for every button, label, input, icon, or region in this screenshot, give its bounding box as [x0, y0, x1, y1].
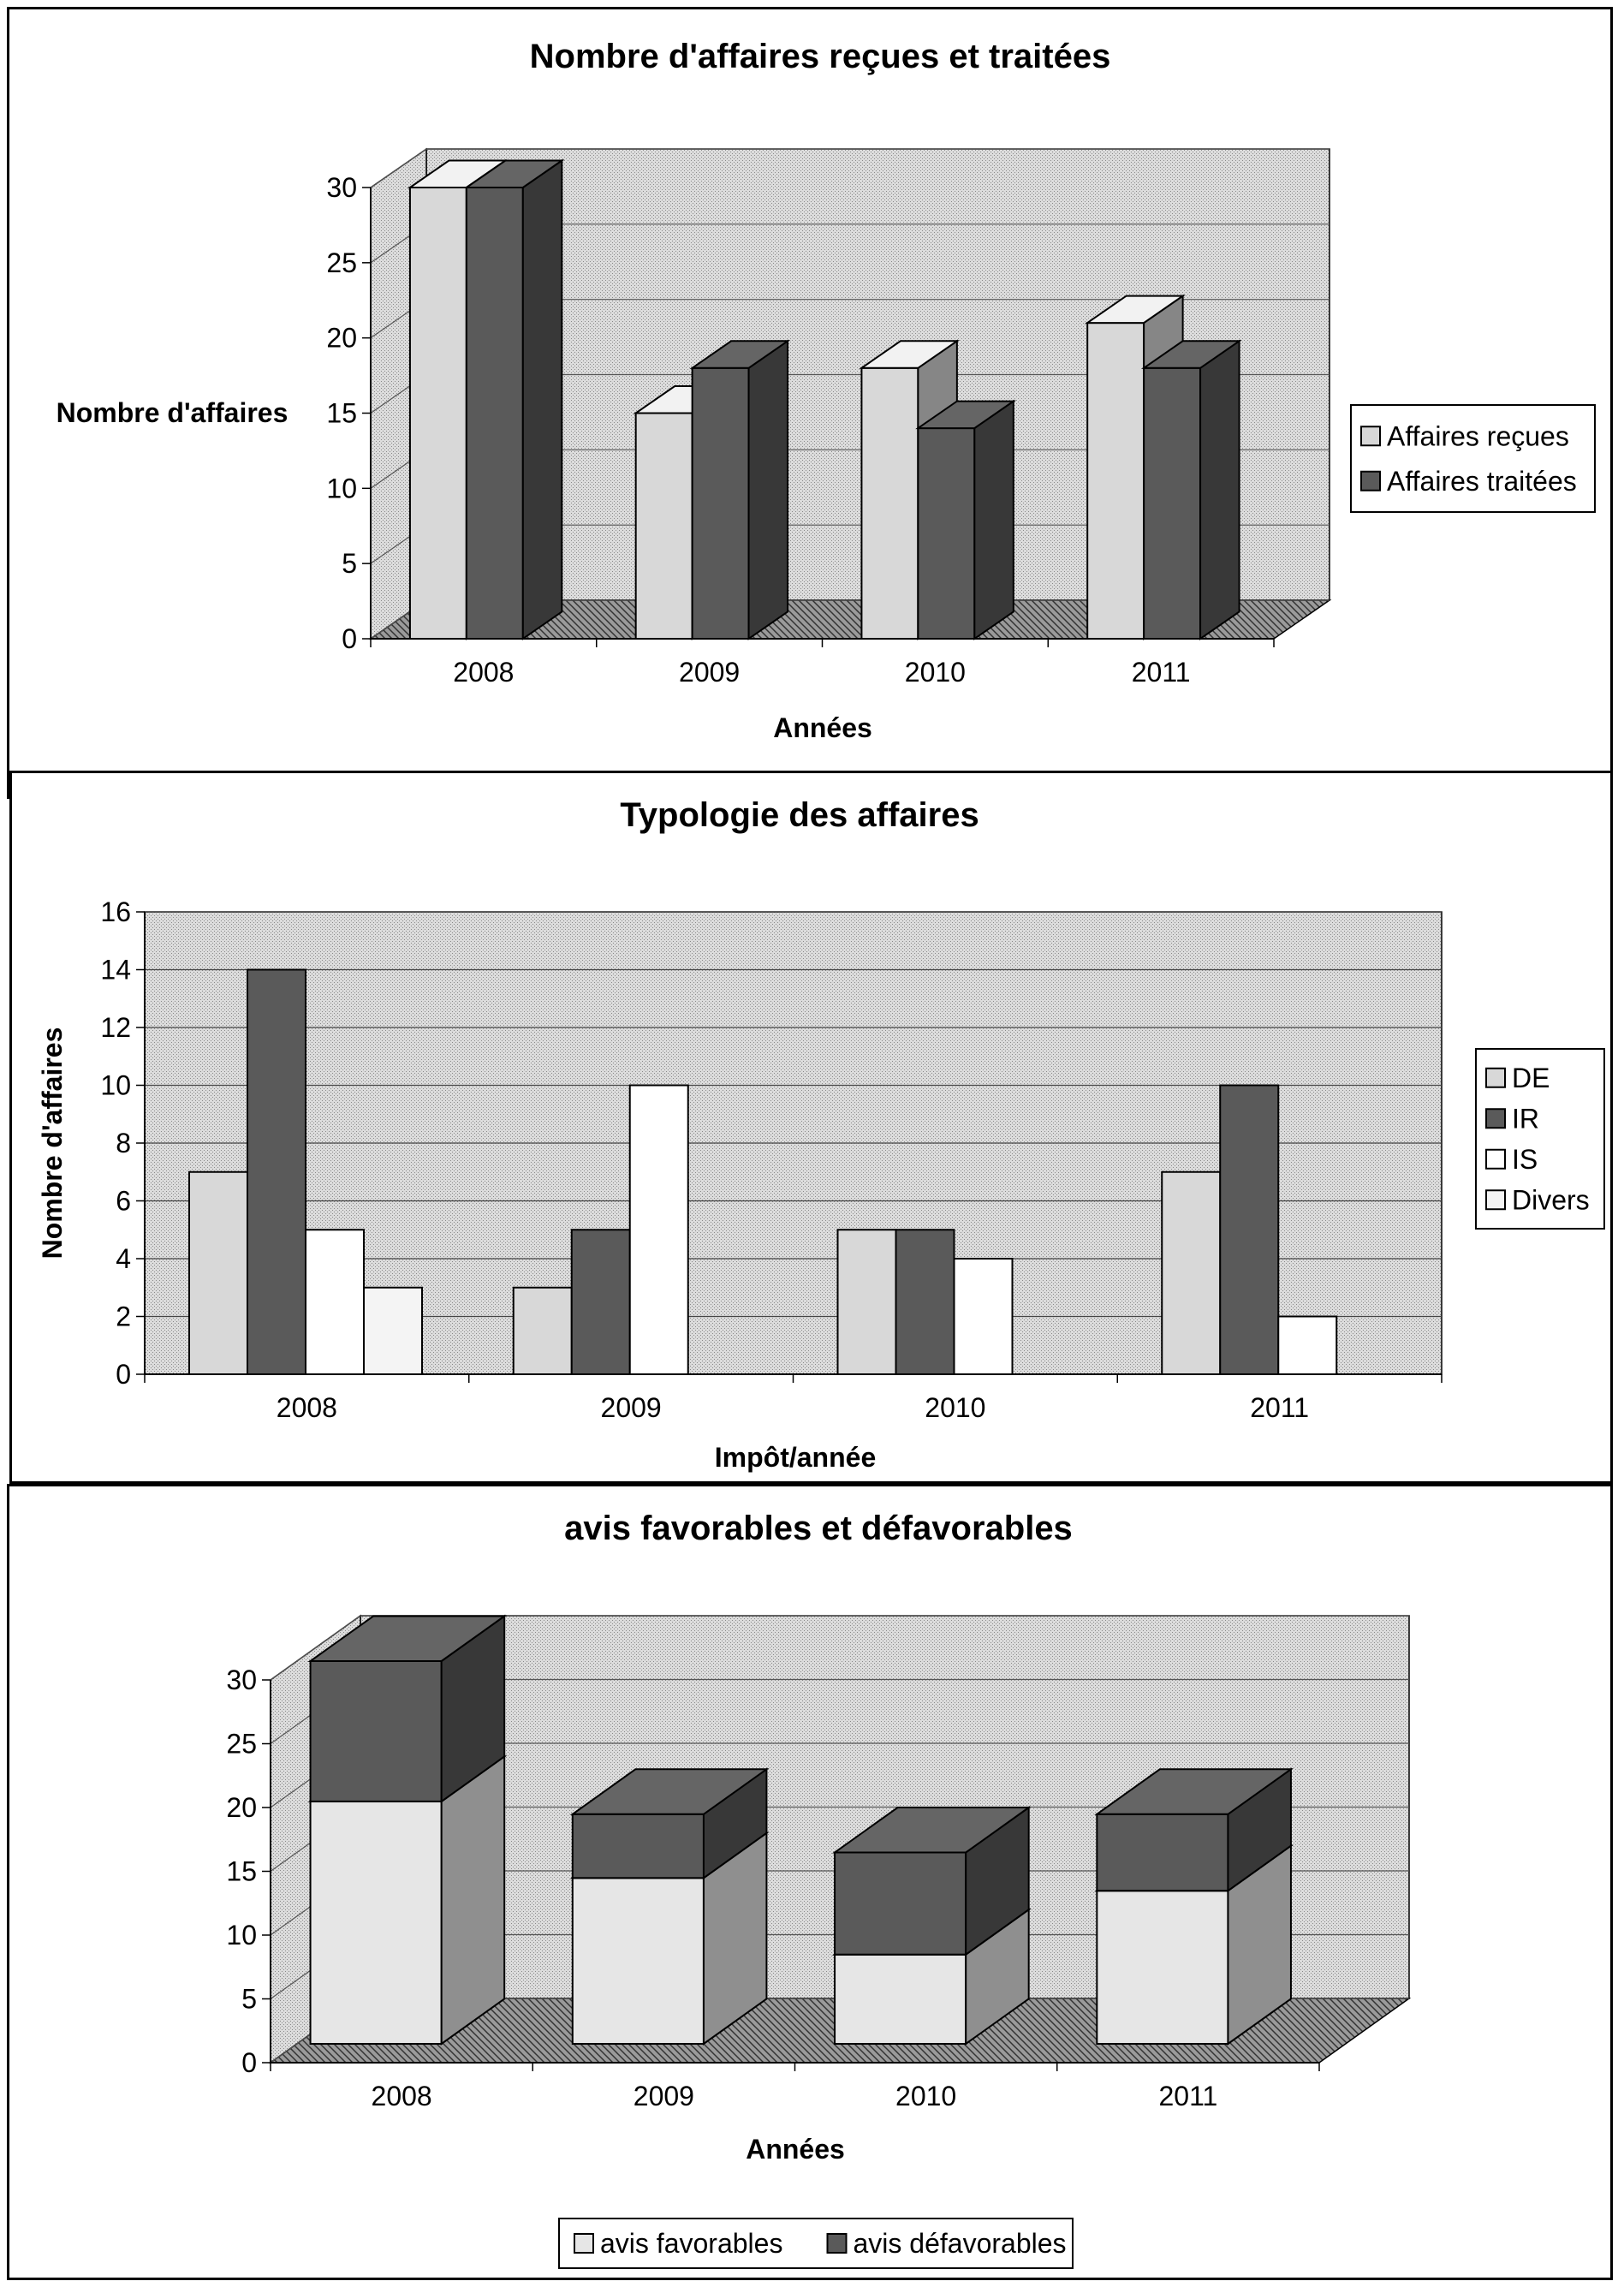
- c3-xtick-label: 2011: [1158, 2081, 1217, 2111]
- chart1-xlabel: Années: [773, 712, 872, 743]
- c1-gridline: [370, 148, 1330, 188]
- c3-ytick-label: 15: [226, 1856, 257, 1887]
- c2-bar-divers-2008: [363, 1286, 423, 1375]
- c2-legend-swatch: [1485, 1067, 1506, 1088]
- c2-ytick-label: 4: [116, 1243, 131, 1274]
- c3-legend-swatch: [574, 2233, 594, 2254]
- c1-ytick-label: 25: [326, 247, 357, 278]
- c2-bar-is-2009: [628, 1084, 689, 1375]
- c1-xtick-label: 2008: [453, 657, 514, 688]
- chart-panel-typology: Typologie des affaires 0 2 4 6 8 10 12 14 16 2008 2…: [9, 771, 1613, 1484]
- c3-ytick-label: 20: [226, 1792, 257, 1823]
- c3-bar-unfavorable-2009: [569, 1767, 770, 1880]
- c3-legend-label: avis défavorables: [854, 2228, 1067, 2259]
- c3-ytick-label: 0: [241, 2047, 257, 2078]
- c2-xtick-label: 2009: [601, 1392, 662, 1423]
- c2-ytick-label: 6: [116, 1186, 131, 1217]
- chart-received-processed: Nombre d'affaires reçues et traitées 0 5 10…: [57, 38, 1596, 743]
- c2-bar-ir-2010: [895, 1229, 955, 1375]
- c1-legend: [1350, 404, 1596, 513]
- c2-bar-ir-2011: [1219, 1084, 1280, 1375]
- chart2-ylabel: Nombre d'affaires: [37, 1027, 68, 1260]
- c2-bar-de-2010: [836, 1229, 897, 1375]
- c3-ytick-label: 10: [226, 1920, 257, 1951]
- c1-ytick-label: 5: [342, 548, 357, 579]
- c1-bar-s1-2010: [915, 399, 1017, 640]
- c3-legend-swatch: [826, 2233, 848, 2254]
- c1-xtick-label: 2011: [1132, 657, 1191, 688]
- c2-ytick-label: 2: [116, 1301, 131, 1332]
- c1-bar-s1-2009: [689, 339, 791, 640]
- c1-ytick-label: 0: [342, 623, 357, 654]
- c2-ytick-label: 12: [100, 1012, 131, 1043]
- c2-legend-swatch: [1485, 1148, 1506, 1170]
- c2-legend-label: IR: [1512, 1103, 1539, 1134]
- c3-xtick-label: 2008: [372, 2081, 432, 2111]
- c1-xtick-label: 2010: [905, 657, 966, 688]
- c2-legend-swatch: [1485, 1189, 1506, 1211]
- c1-bar-s1-2011: [1140, 339, 1242, 640]
- c1-ytick-label: 15: [326, 398, 357, 429]
- chart-typology: Typologie des affaires 0 2 4 6 8 10 12 14 16 2008 2…: [37, 796, 1605, 1473]
- chart3-title: avis favorables et défavorables: [564, 1510, 1073, 1547]
- c2-legend-swatch: [1485, 1108, 1506, 1129]
- c2-bar-is-2008: [305, 1229, 365, 1375]
- chart-panel-received-processed: Nombre d'affaires reçues et traitées 0 5 10…: [7, 7, 1613, 799]
- c2-xtick-label: 2011: [1250, 1392, 1309, 1423]
- c2-ytick-label: 16: [100, 896, 131, 927]
- chart2-xlabel: Impôt/année: [715, 1442, 876, 1473]
- c1-bar-s1-2008: [463, 158, 565, 640]
- c3-xtick-label: 2009: [634, 2081, 694, 2111]
- c2-legend-label: DE: [1512, 1063, 1550, 1093]
- c2-ytick-label: 8: [116, 1128, 131, 1158]
- c1-legend-swatch: [1360, 426, 1381, 447]
- c2-bar-de-2011: [1161, 1170, 1222, 1375]
- chart-opinions: avis favorables et défavorables 0 5 10 15 20 2…: [226, 1510, 1412, 2269]
- c2-bar-is-2010: [953, 1258, 1014, 1375]
- c3-legend: [558, 2218, 1074, 2269]
- c1-ytick-label: 30: [326, 172, 357, 203]
- chart2-title: Typologie des affaires: [620, 796, 979, 834]
- c2-legend-label: IS: [1512, 1144, 1538, 1175]
- c1-ytick-label: 20: [326, 323, 357, 354]
- chart1-ylabel: Nombre d'affaires: [57, 397, 289, 428]
- c2-ytick-label: 14: [100, 955, 131, 986]
- c3-ytick-label: 5: [241, 1984, 257, 2015]
- c2-ytick-label: 0: [116, 1359, 131, 1390]
- c2-legend-label: Divers: [1512, 1184, 1590, 1215]
- c3-ytick-label: 30: [226, 1665, 257, 1695]
- c3-bar-unfavorable-2010: [831, 1806, 1032, 1956]
- c3-xtick-label: 2010: [895, 2081, 956, 2111]
- c1-legend-label: Affaires traitées: [1387, 466, 1577, 497]
- c2-bar-ir-2009: [570, 1229, 631, 1375]
- c1-xtick-label: 2009: [679, 657, 740, 688]
- c2-bar-de-2009: [512, 1286, 573, 1375]
- c3-ytick-label: 25: [226, 1729, 257, 1760]
- chart-panel-opinions: avis favorables et défavorables 0 5 10 15 20 2…: [7, 1484, 1613, 2280]
- c2-xtick-label: 2008: [277, 1392, 337, 1423]
- c3-bar-unfavorable-2011: [1094, 1767, 1294, 1893]
- chart3-xlabel: Années: [746, 2134, 845, 2165]
- c3-bar-unfavorable-2008: [307, 1614, 508, 1803]
- c2-ytick-label: 10: [100, 1070, 131, 1101]
- chart1-title: Nombre d'affaires reçues et traitées: [530, 38, 1111, 75]
- c1-legend-label: Affaires reçues: [1387, 420, 1569, 451]
- c2-bar-de-2008: [188, 1170, 248, 1375]
- c3-legend-label: avis favorables: [600, 2228, 782, 2259]
- c1-legend-swatch: [1360, 470, 1381, 491]
- c2-bar-is-2011: [1277, 1315, 1338, 1375]
- c2-xtick-label: 2010: [925, 1392, 985, 1423]
- c3-gridline: [270, 1615, 1409, 1681]
- c2-bar-ir-2008: [247, 968, 306, 1375]
- c1-ytick-label: 10: [326, 473, 357, 503]
